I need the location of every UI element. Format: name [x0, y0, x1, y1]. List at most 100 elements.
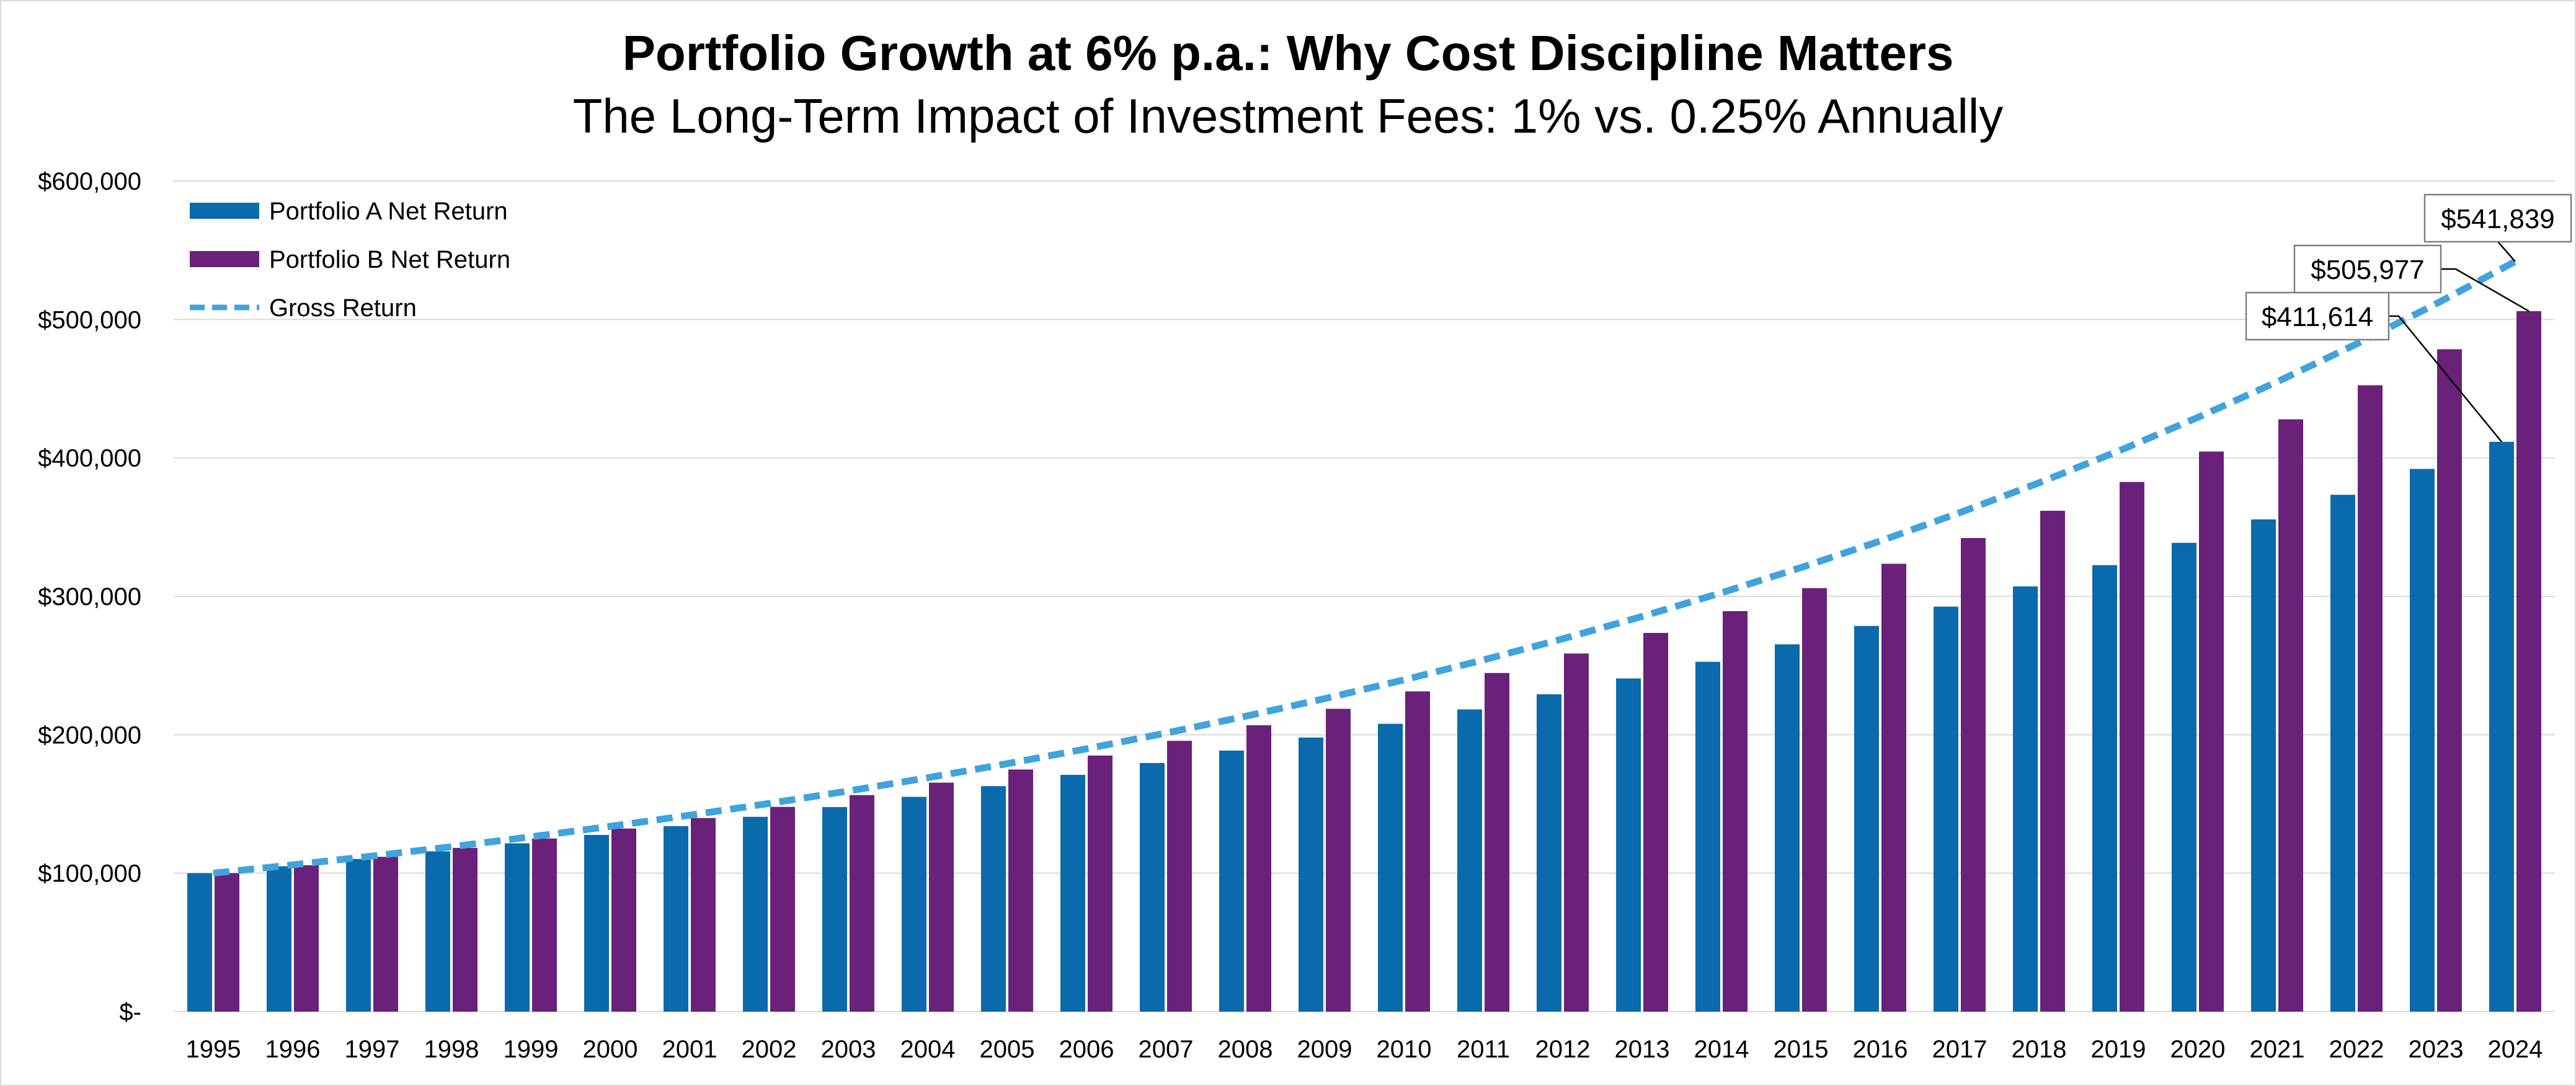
- x-tick-label: 1997: [345, 1036, 400, 1063]
- line-gross-return: [213, 258, 2517, 877]
- annotation-label-2: $541,839: [2441, 204, 2555, 234]
- bar-portfolio-a-net-return-2023: [2410, 469, 2435, 1012]
- x-tick-label: 2007: [1139, 1036, 1194, 1063]
- legend-swatch-1: [190, 251, 259, 267]
- x-tick-label: 2001: [662, 1036, 717, 1063]
- bar-portfolio-a-net-return-1999: [505, 843, 530, 1012]
- x-tick-label: 2005: [980, 1036, 1035, 1063]
- bar-portfolio-b-net-return-2024: [2516, 311, 2541, 1012]
- bar-portfolio-a-net-return-2019: [2092, 565, 2117, 1012]
- x-axis-tick-labels: 1995 1996 1997 1998 1999 2000 2001 2002 2003 2004…: [186, 1036, 2543, 1063]
- chart-subtitle: The Long-Term Impact of Investment Fees:…: [572, 89, 2004, 143]
- bar-portfolio-a-net-return-2017: [1934, 606, 1958, 1012]
- x-tick-label: 2012: [1535, 1036, 1591, 1063]
- legend: Portfolio A Net Return Portfolio B Net Re…: [190, 198, 510, 322]
- x-tick-label: 2021: [2250, 1036, 2305, 1063]
- bar-portfolio-b-net-return-1995: [215, 873, 239, 1012]
- bar-portfolio-a-net-return-2024: [2489, 441, 2514, 1012]
- legend-label-1: Portfolio B Net Return: [269, 246, 510, 273]
- bar-portfolio-a-net-return-2009: [1299, 737, 1323, 1012]
- x-tick-label: 2016: [1853, 1036, 1908, 1063]
- x-tick-label: 2022: [2329, 1036, 2384, 1063]
- y-tick-label: $-: [119, 999, 141, 1026]
- bar-portfolio-a-net-return-2012: [1537, 694, 1561, 1012]
- bar-portfolio-a-net-return-1997: [346, 859, 371, 1012]
- bar-portfolio-b-net-return-2007: [1167, 741, 1192, 1012]
- x-tick-label: 1999: [504, 1036, 559, 1063]
- bar-portfolio-a-net-return-1995: [187, 873, 212, 1012]
- bar-portfolio-a-net-return-2021: [2251, 519, 2276, 1012]
- bar-portfolio-b-net-return-1999: [532, 838, 557, 1012]
- x-tick-label: 1995: [186, 1036, 241, 1063]
- bar-portfolio-a-net-return-2010: [1378, 723, 1403, 1012]
- bar-portfolio-b-net-return-2016: [1881, 563, 1906, 1012]
- bar-portfolio-b-net-return-2011: [1485, 673, 1509, 1012]
- bar-portfolio-a-net-return-2002: [743, 816, 768, 1012]
- bar-portfolio-a-net-return-2001: [664, 826, 688, 1012]
- x-tick-label: 2024: [2488, 1036, 2543, 1063]
- bar-portfolio-b-net-return-1997: [373, 857, 398, 1012]
- bar-portfolio-b-net-return-2015: [1802, 588, 1827, 1012]
- bar-portfolio-a-net-return-2016: [1854, 625, 1879, 1012]
- x-tick-label: 2010: [1377, 1036, 1432, 1063]
- y-tick-label: $500,000: [38, 306, 141, 333]
- x-tick-label: 2009: [1297, 1036, 1352, 1063]
- bar-portfolio-a-net-return-2015: [1775, 644, 1800, 1012]
- x-tick-label: 2000: [583, 1036, 638, 1063]
- bar-portfolio-a-net-return-2000: [584, 834, 609, 1012]
- x-tick-label: 2020: [2170, 1036, 2226, 1063]
- bar-portfolio-b-net-return-1996: [294, 865, 319, 1012]
- x-tick-label: 2015: [1774, 1036, 1829, 1063]
- x-tick-label: 1998: [424, 1036, 479, 1063]
- x-tick-label: 2017: [1932, 1036, 1988, 1063]
- bar-portfolio-a-net-return-1998: [425, 851, 450, 1012]
- bar-portfolio-a-net-return-2018: [2013, 586, 2038, 1012]
- x-tick-label: 2019: [2091, 1036, 2146, 1063]
- x-tick-label: 2014: [1694, 1036, 1749, 1063]
- bar-portfolio-b-net-return-2009: [1326, 709, 1351, 1012]
- y-tick-label: $600,000: [38, 168, 141, 195]
- annotation-leader-0: [2389, 315, 2502, 443]
- annotation-leader-1: [2441, 268, 2529, 312]
- bar-portfolio-a-net-return-1996: [267, 866, 291, 1012]
- x-tick-label: 2023: [2409, 1036, 2464, 1063]
- y-tick-label: $400,000: [38, 445, 141, 472]
- bar-portfolio-a-net-return-2014: [1695, 661, 1720, 1012]
- bar-portfolio-b-net-return-2002: [770, 806, 795, 1012]
- y-tick-label: $200,000: [38, 722, 141, 749]
- bar-portfolio-a-net-return-2004: [902, 797, 926, 1012]
- bar-portfolio-a-net-return-2008: [1219, 750, 1244, 1012]
- annotation-box-0: [2245, 291, 2390, 341]
- bar-portfolio-b-net-return-2017: [1961, 537, 1986, 1012]
- bar-portfolio-b-net-return-2004: [929, 782, 954, 1012]
- bar-portfolio-b-net-return-2021: [2278, 419, 2303, 1012]
- legend-label-2: Gross Return: [269, 294, 417, 322]
- bar-portfolio-a-net-return-2006: [1060, 775, 1085, 1012]
- bar-portfolio-a-net-return-2011: [1457, 709, 1482, 1012]
- bar-portfolio-b-net-return-2012: [1564, 653, 1589, 1012]
- annotation-label-1: $505,977: [2311, 255, 2425, 285]
- bar-portfolio-b-net-return-2018: [2040, 511, 2065, 1012]
- annotation-leader-2: [2497, 241, 2516, 262]
- bar-portfolio-b-net-return-2014: [1723, 611, 1748, 1012]
- annotations: $411,614 $505,977 $541,839: [2245, 193, 2572, 443]
- bar-portfolio-b-net-return-2020: [2199, 451, 2224, 1012]
- x-tick-label: 2011: [1457, 1036, 1510, 1063]
- gridlines: [174, 180, 2555, 1012]
- x-tick-label: 2004: [900, 1036, 956, 1063]
- bar-portfolio-b-net-return-2019: [2120, 482, 2144, 1012]
- x-tick-label: 2002: [742, 1036, 797, 1063]
- legend-swatch-0: [190, 203, 259, 219]
- x-tick-label: 2018: [2012, 1036, 2067, 1063]
- annotation-box-2: [2423, 193, 2572, 243]
- bar-portfolio-a-net-return-2013: [1616, 678, 1641, 1012]
- bar-portfolio-a-net-return-2003: [822, 807, 847, 1012]
- bar-portfolio-a-net-return-2022: [2330, 495, 2355, 1012]
- x-tick-label: 2006: [1059, 1036, 1114, 1063]
- bar-portfolio-b-net-return-2023: [2437, 349, 2462, 1012]
- x-tick-label: 1996: [265, 1036, 321, 1063]
- x-tick-label: 2003: [821, 1036, 876, 1063]
- y-tick-label: $300,000: [38, 583, 141, 611]
- annotation-box-1: [2293, 244, 2442, 294]
